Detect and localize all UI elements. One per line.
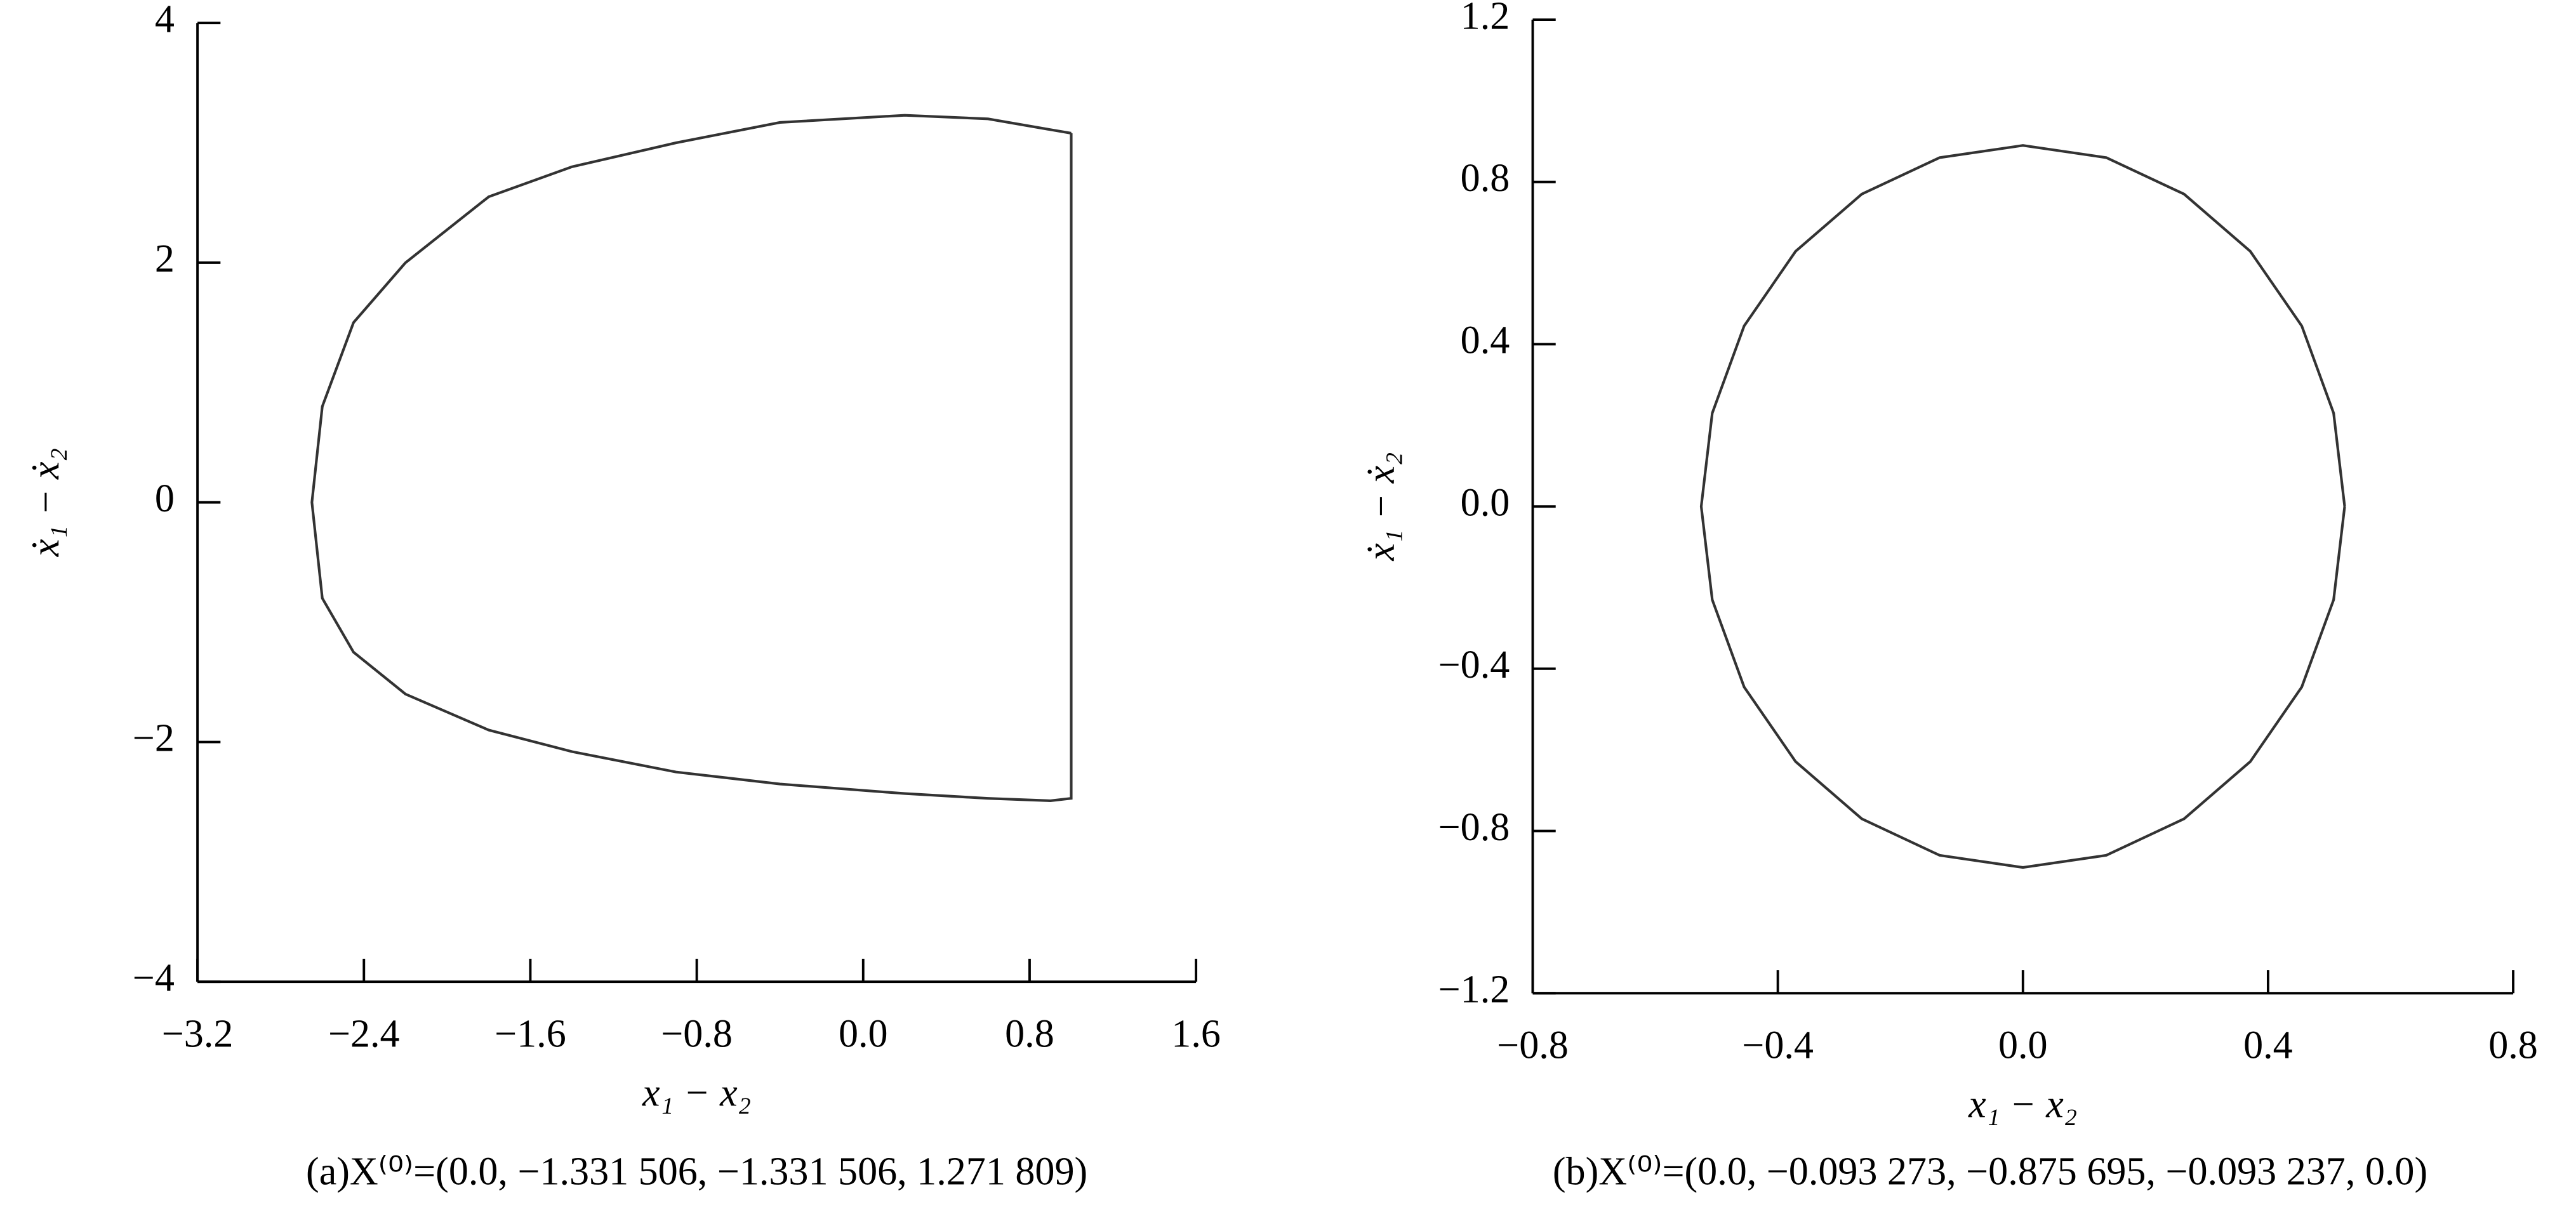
x-tick-label: 0.0 — [1998, 1024, 2048, 1067]
caption: (b)X⁽⁰⁾=(0.0, −0.093 273, −0.875 695, −0… — [1553, 1150, 2427, 1194]
x-tick-label: −2.4 — [328, 1012, 400, 1055]
x-axis-label: x₁ − x₂ — [642, 1071, 751, 1114]
x-tick-label: −3.2 — [162, 1012, 234, 1055]
y-axis-label: ẋ₁ − ẋ₂ — [25, 448, 68, 557]
x-tick-label: −0.8 — [1497, 1024, 1569, 1067]
x-tick-label: 0.0 — [839, 1012, 888, 1055]
x-axis-label: x₁ − x₂ — [1968, 1083, 2077, 1126]
curve — [310, 114, 1073, 803]
y-tick-label: −0.8 — [1438, 806, 1510, 849]
y-tick-label: 0.4 — [1461, 319, 1510, 362]
y-tick-label: −0.4 — [1438, 643, 1510, 687]
x-tick-label: −1.6 — [495, 1012, 566, 1055]
curve — [1699, 144, 2346, 869]
y-tick-label: −4 — [133, 956, 175, 999]
y-tick-label: −2 — [133, 717, 175, 760]
y-tick-label: 4 — [155, 0, 175, 41]
x-tick-label: 0.4 — [2243, 1024, 2293, 1067]
x-tick-label: 0.8 — [2488, 1024, 2538, 1067]
y-tick-label: −1.2 — [1438, 968, 1510, 1011]
y-tick-label: 0.8 — [1461, 157, 1510, 200]
y-tick-label: 1.2 — [1461, 0, 1510, 37]
x-tick-label: 0.8 — [1005, 1012, 1054, 1055]
x-tick-label: −0.4 — [1742, 1024, 1814, 1067]
y-tick-label: 0 — [155, 477, 175, 520]
x-tick-label: 1.6 — [1171, 1012, 1221, 1055]
x-tick-label: −0.8 — [661, 1012, 733, 1055]
y-tick-label: 0.0 — [1461, 481, 1510, 524]
y-axis-label: ẋ₁ − ẋ₂ — [1360, 452, 1403, 562]
y-tick-label: 2 — [155, 237, 175, 280]
caption: (a)X⁽⁰⁾=(0.0, −1.331 506, −1.331 506, 1.… — [306, 1150, 1087, 1194]
